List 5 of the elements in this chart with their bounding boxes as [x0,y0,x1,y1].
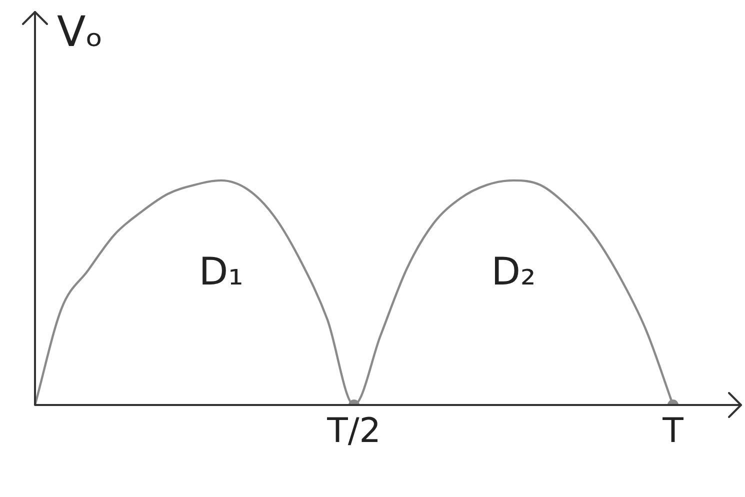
x-tick-label: T [662,411,684,452]
annotation: D₁ [198,250,244,294]
x-tick-label: T/2 [326,411,381,452]
annotation: D₂ [491,250,536,294]
y-axis-title: Vₒ [57,6,104,56]
